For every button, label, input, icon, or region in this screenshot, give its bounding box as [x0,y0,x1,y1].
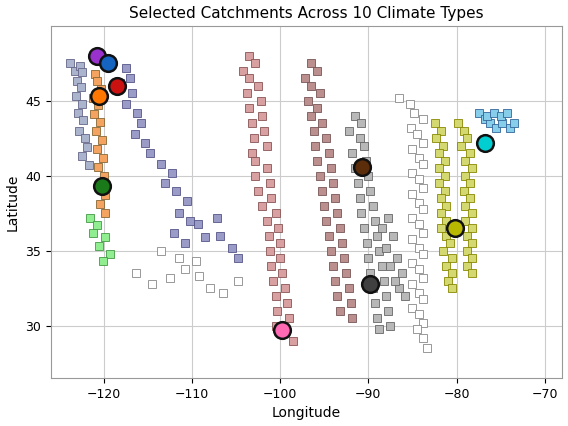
Y-axis label: Latitude: Latitude [6,173,19,231]
Title: Selected Catchments Across 10 Climate Types: Selected Catchments Across 10 Climate Ty… [130,6,484,20]
X-axis label: Longitude: Longitude [272,406,341,420]
